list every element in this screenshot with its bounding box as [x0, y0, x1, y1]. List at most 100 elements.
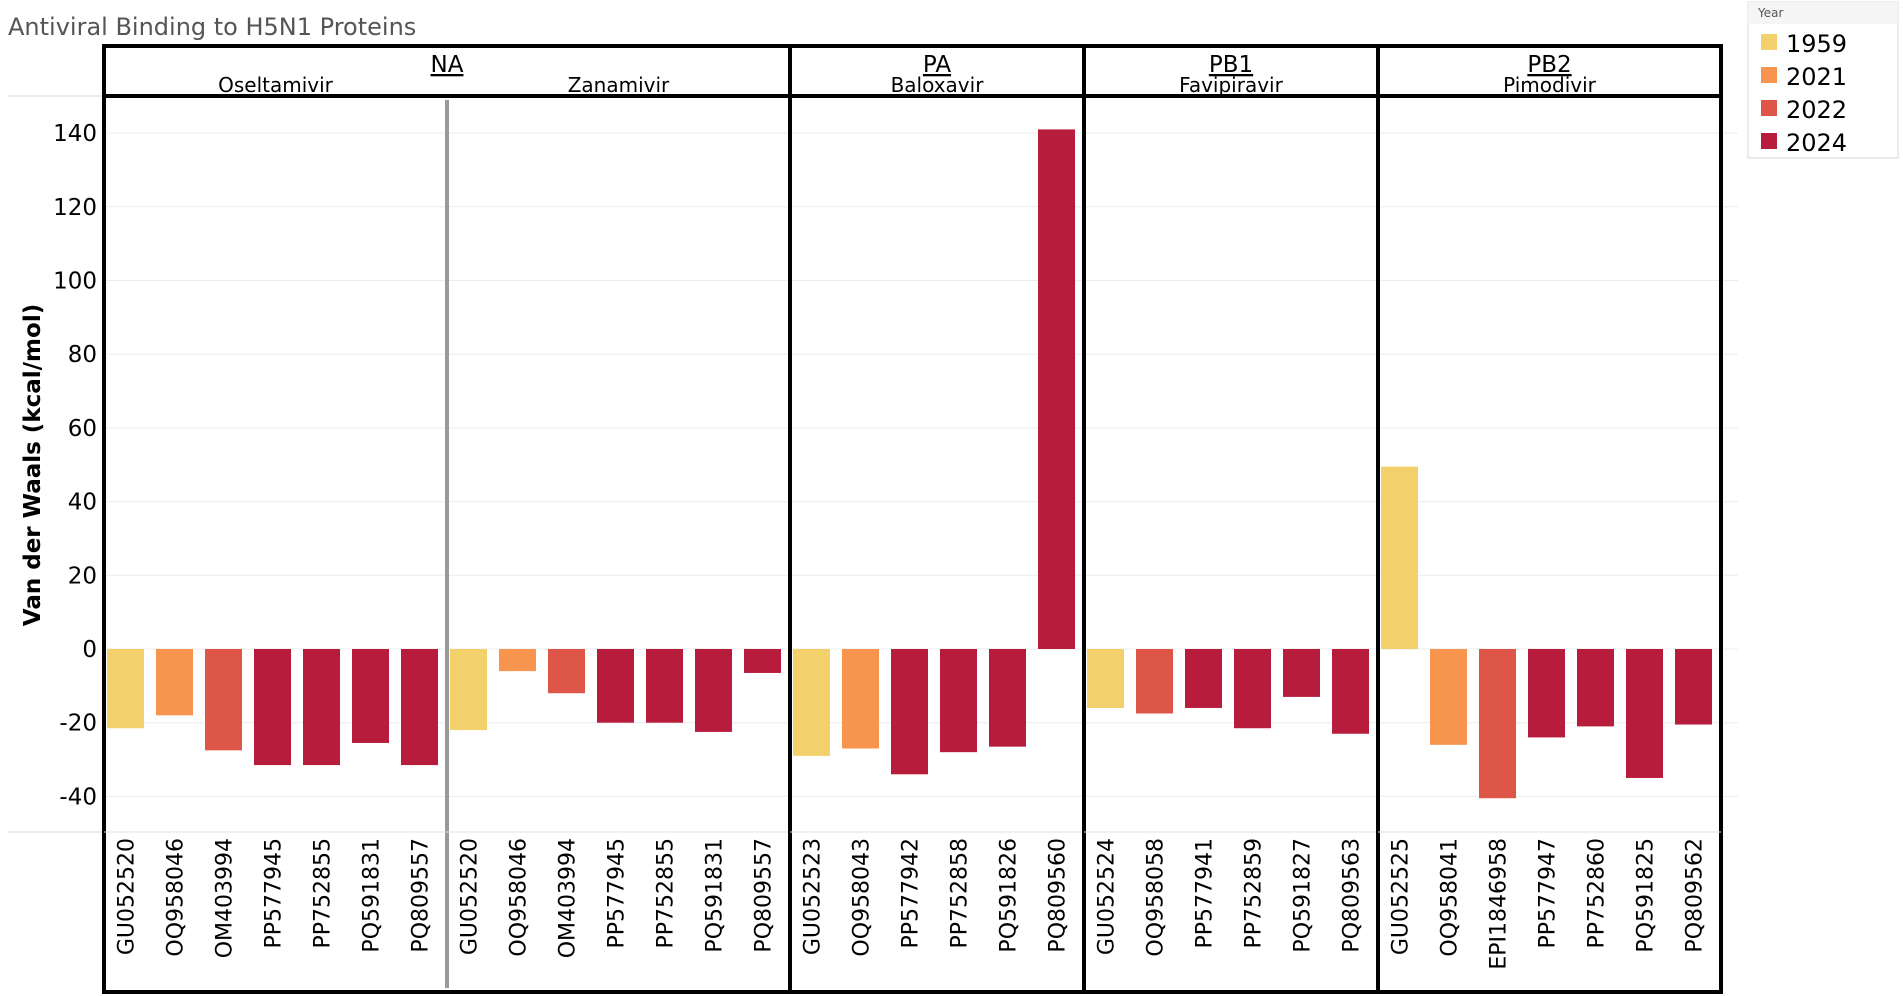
y-tick-label: 120	[53, 195, 97, 221]
bar-pq809563[interactable]	[1332, 649, 1369, 734]
bar-pq591831[interactable]	[352, 649, 389, 743]
bar-pp577945[interactable]	[254, 649, 291, 766]
panel-frames	[102, 44, 1723, 994]
bar-om403994[interactable]	[205, 649, 242, 751]
y-tick-label: -20	[59, 711, 97, 737]
category-label: PP577942	[899, 838, 924, 949]
category-label: PQ809557	[409, 838, 434, 953]
legend-swatch-1959[interactable]	[1761, 34, 1777, 50]
bar-oq958041[interactable]	[1430, 649, 1467, 745]
bar-oq958046[interactable]	[156, 649, 193, 716]
category-label: PP577947	[1536, 838, 1561, 949]
protein-header-pb2: PB2	[1527, 52, 1571, 78]
bar-oq958046[interactable]	[499, 649, 536, 672]
protein-header-pb1: PB1	[1209, 52, 1253, 78]
bar-pp577941[interactable]	[1185, 649, 1222, 708]
bar-gu052524[interactable]	[1087, 649, 1124, 708]
category-label: PP577945	[605, 838, 630, 949]
category-label: PP577941	[1193, 838, 1218, 949]
y-tick-label: 40	[68, 490, 97, 516]
bar-oq958058[interactable]	[1136, 649, 1173, 714]
category-label: OQ958041	[1438, 838, 1463, 957]
bar-pq809557[interactable]	[744, 649, 781, 673]
category-label: PP752858	[948, 838, 973, 949]
category-label: OM403994	[213, 838, 238, 958]
bar-pq809557[interactable]	[401, 649, 438, 766]
y-tick-label: 80	[68, 342, 97, 368]
category-label: OM403994	[556, 838, 581, 958]
bar-pp577945[interactable]	[597, 649, 634, 723]
y-axis: 140 120 100 80 60 40 20 0 -20 -40	[8, 95, 104, 833]
category-label: PP752855	[311, 838, 336, 949]
bar-pq591827[interactable]	[1283, 649, 1320, 697]
y-tick-label: 140	[53, 121, 97, 147]
protein-header-pa: PA	[923, 52, 951, 78]
bar-gu052523[interactable]	[793, 649, 830, 756]
bars	[107, 129, 1712, 799]
bar-pq809560[interactable]	[1038, 129, 1075, 650]
category-label: PQ809563	[1340, 838, 1365, 953]
bar-pp577942[interactable]	[891, 649, 928, 775]
y-tick-label: -40	[59, 784, 97, 810]
bar-gu052520[interactable]	[450, 649, 487, 731]
category-label: PP752860	[1585, 838, 1610, 949]
legend-title: Year	[1757, 6, 1783, 20]
bar-gu052525[interactable]	[1381, 466, 1418, 649]
legend-label-2024[interactable]: 2024	[1786, 129, 1847, 157]
category-label: PQ809562	[1683, 838, 1708, 953]
category-label: PQ591831	[703, 838, 728, 953]
bar-pp752855[interactable]	[646, 649, 683, 723]
y-axis-label: Van der Waals (kcal/mol)	[20, 304, 46, 626]
bar-pq809562[interactable]	[1675, 649, 1712, 725]
y-tick-label: 100	[53, 269, 97, 295]
drug-header-pimodivir: Pimodivir	[1503, 73, 1597, 97]
drug-header-favipiravir: Favipiravir	[1179, 73, 1283, 97]
legend-swatch-2022[interactable]	[1761, 100, 1777, 116]
legend-label-2022[interactable]: 2022	[1786, 96, 1847, 124]
legend-label-1959[interactable]: 1959	[1786, 30, 1847, 58]
legend-swatch-2024[interactable]	[1761, 133, 1777, 149]
category-label: OQ958043	[850, 838, 875, 957]
bar-om403994[interactable]	[548, 649, 585, 694]
category-label: PQ591825	[1634, 838, 1659, 953]
bar-pp752860[interactable]	[1577, 649, 1614, 727]
category-label: PP577945	[262, 838, 287, 949]
bar-oq958043[interactable]	[842, 649, 879, 749]
category-label: EPI1846958	[1487, 838, 1512, 970]
bar-gu052520[interactable]	[107, 649, 144, 729]
bar-pp752858[interactable]	[940, 649, 977, 753]
bar-pp577947[interactable]	[1528, 649, 1565, 738]
bar-pq591831[interactable]	[695, 649, 732, 732]
category-label: PP752859	[1242, 838, 1267, 949]
category-label: PQ809557	[752, 838, 777, 953]
chart-title: Antiviral Binding to H5N1 Proteins	[8, 13, 416, 41]
category-label: GU052525	[1389, 838, 1414, 955]
protein-header-na: NA	[431, 52, 464, 78]
category-label: PP752855	[654, 838, 679, 949]
y-tick-label: 20	[68, 563, 97, 589]
legend-swatch-2021[interactable]	[1761, 67, 1777, 83]
y-tick-label: 60	[68, 416, 97, 442]
bar-pq591826[interactable]	[989, 649, 1026, 747]
category-label: PQ809560	[1046, 838, 1071, 953]
category-label: PQ591826	[997, 838, 1022, 953]
legend-label-2021[interactable]: 2021	[1786, 63, 1847, 91]
bar-pp752859[interactable]	[1234, 649, 1271, 729]
category-label: OQ958046	[164, 838, 189, 957]
category-label: GU052523	[801, 838, 826, 955]
drug-header-oseltamivir: Oseltamivir	[218, 73, 334, 97]
panel-frame-pb1	[1082, 44, 1380, 994]
bar-pq591825[interactable]	[1626, 649, 1663, 778]
category-label: OQ958046	[507, 838, 532, 957]
drug-header-zanamivir: Zanamivir	[568, 73, 670, 97]
category-label: GU052520	[115, 838, 140, 955]
drug-header-baloxavir: Baloxavir	[891, 73, 985, 97]
category-label: GU052524	[1095, 838, 1120, 955]
legend-title-bar	[1748, 2, 1898, 24]
bar-epi1846958[interactable]	[1479, 649, 1516, 799]
bar-pp752855[interactable]	[303, 649, 340, 766]
y-tick-label: 0	[82, 637, 97, 663]
